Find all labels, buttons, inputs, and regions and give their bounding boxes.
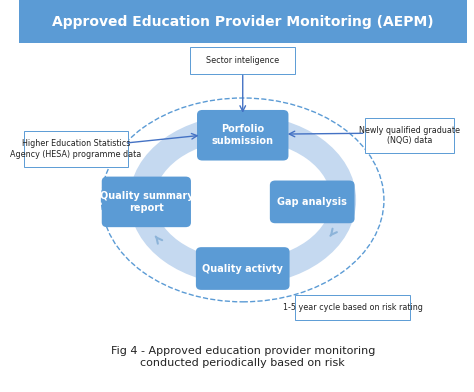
Text: Gap analysis: Gap analysis (277, 197, 347, 207)
Text: Higher Education Statistics
Agency (HESA) programme data: Higher Education Statistics Agency (HESA… (10, 139, 142, 159)
Text: Approved Education Provider Monitoring (AEPM): Approved Education Provider Monitoring (… (52, 15, 434, 29)
FancyBboxPatch shape (18, 0, 467, 43)
Text: Porfolio
submission: Porfolio submission (212, 124, 273, 146)
FancyBboxPatch shape (295, 295, 410, 321)
Text: Quality activty: Quality activty (202, 263, 283, 274)
Text: Newly qualified graduate
(NQG) data: Newly qualified graduate (NQG) data (359, 125, 460, 145)
Text: Quality summary
report: Quality summary report (100, 191, 193, 213)
FancyBboxPatch shape (365, 118, 454, 153)
Text: Sector inteligence: Sector inteligence (206, 56, 279, 65)
FancyBboxPatch shape (190, 47, 295, 74)
Text: 1-5 year cycle based on risk rating: 1-5 year cycle based on risk rating (283, 303, 422, 312)
FancyBboxPatch shape (270, 181, 355, 223)
FancyBboxPatch shape (197, 110, 289, 161)
Text: Fig 4 - Approved education provider monitoring
conducted periodically based on r: Fig 4 - Approved education provider moni… (110, 346, 375, 368)
FancyBboxPatch shape (25, 131, 128, 167)
FancyBboxPatch shape (196, 247, 290, 290)
FancyBboxPatch shape (102, 176, 191, 227)
